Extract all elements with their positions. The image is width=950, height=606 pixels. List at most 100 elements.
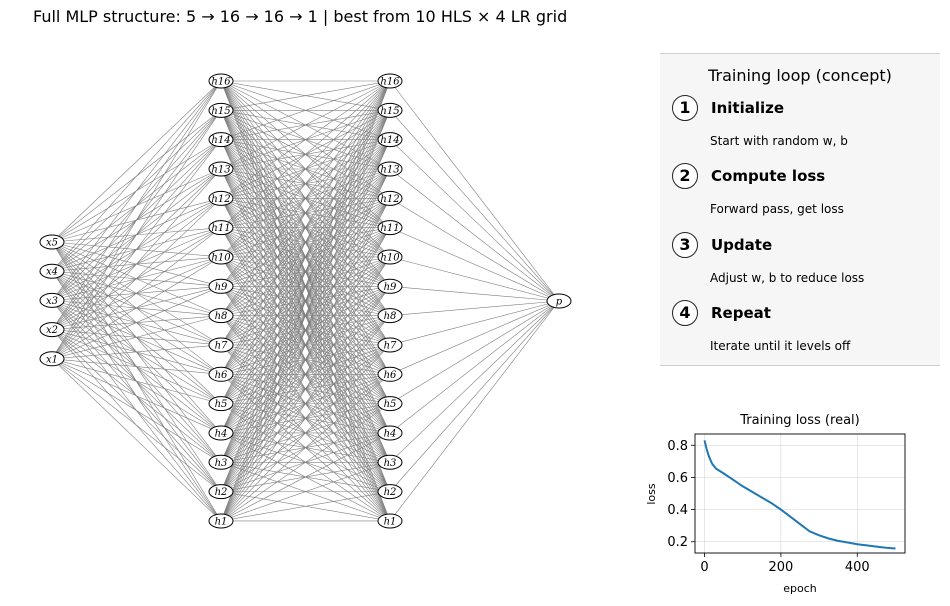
node-circle (546, 293, 572, 309)
node-circle (377, 308, 403, 324)
network-edge (220, 80, 391, 346)
node-label: h8 (384, 311, 397, 322)
network-node: h12 (208, 190, 234, 206)
step-compute-loss: 2 Compute loss Forward pass, get loss (660, 163, 940, 231)
network-node: h8 (208, 308, 234, 324)
node-label: p (556, 297, 563, 308)
network-nodes: x5 x4 x3 x2 x1 h16 h15 h14 h13 h12 h11 h10 h9 h8 h7 h6 h… (39, 73, 572, 529)
network-edge (51, 227, 222, 360)
node-label: h6 (384, 370, 397, 381)
network-edge (389, 110, 560, 302)
y-tick-label: 0.6 (667, 471, 688, 486)
node-circle (377, 102, 403, 118)
node-label: h2 (215, 487, 228, 498)
node-circle (377, 278, 403, 294)
network-node: h4 (377, 425, 403, 441)
node-label: h12 (211, 194, 230, 205)
network-node: h14 (377, 132, 403, 148)
step-initialize: 1 Initialize Start with random w, b (660, 95, 940, 163)
chart-gridlines (695, 434, 905, 553)
network-edge (51, 110, 222, 359)
network-edge (220, 80, 391, 316)
network-node: h6 (208, 366, 234, 382)
network-edge (220, 80, 391, 170)
node-label: h14 (380, 135, 399, 146)
step-number-badge: 1 (672, 95, 698, 121)
x-tick-label: 200 (768, 560, 793, 575)
network-edge (51, 358, 222, 463)
node-label: h6 (215, 370, 228, 381)
node-label: h4 (384, 428, 397, 439)
figure-title: Full MLP structure: 5 → 16 → 16 → 1 | be… (33, 7, 568, 26)
network-node: h10 (208, 249, 234, 265)
node-circle (39, 263, 65, 279)
network-edge (389, 300, 560, 434)
network-node: x2 (39, 322, 65, 338)
node-label: h7 (215, 340, 228, 351)
node-circle (377, 161, 403, 177)
node-circle (208, 132, 234, 148)
node-circle (377, 132, 403, 148)
network-edge (220, 403, 391, 522)
node-circle (39, 292, 65, 308)
network-edge (389, 300, 560, 463)
node-label: h7 (384, 340, 397, 351)
network-edge (220, 80, 391, 258)
network-edge (51, 358, 222, 434)
network-node: h4 (208, 425, 234, 441)
network-node: h1 (377, 513, 403, 529)
network-edge (389, 300, 560, 522)
node-label: h8 (215, 311, 228, 322)
network-edge (51, 80, 222, 243)
node-circle (208, 249, 234, 265)
step-description: Iterate until it levels off (710, 339, 851, 353)
network-edge (220, 80, 391, 111)
node-label: h2 (384, 487, 397, 498)
step-repeat: 4 Repeat Iterate until it levels off (660, 300, 940, 368)
node-circle (208, 513, 234, 529)
node-circle (377, 337, 403, 353)
node-circle (208, 73, 234, 89)
network-node: x5 (39, 234, 65, 250)
network-edge (51, 80, 222, 359)
node-circle (208, 484, 234, 500)
x-tick-label: 0 (700, 560, 708, 575)
network-edge (389, 256, 560, 302)
network-edge (51, 358, 222, 492)
node-circle (208, 308, 234, 324)
network-node: x1 (39, 351, 65, 367)
loss-chart-title: Training loss (real) (740, 413, 860, 428)
network-edge (220, 139, 391, 522)
y-axis-label: loss (645, 483, 658, 505)
network-node: h11 (208, 220, 234, 236)
node-label: h16 (380, 77, 400, 88)
node-label: h3 (384, 458, 397, 469)
loss-series-line (703, 440, 896, 550)
network-node: h9 (377, 278, 403, 294)
node-circle (208, 220, 234, 236)
network-node: h10 (377, 249, 403, 265)
network-node: p (546, 293, 572, 309)
network-node: h6 (377, 366, 403, 382)
network-node: h5 (208, 396, 234, 412)
network-node: h5 (377, 396, 403, 412)
network-edge (220, 110, 391, 522)
network-edge (389, 198, 560, 302)
node-circle (377, 396, 403, 412)
node-circle (377, 425, 403, 441)
network-node: h12 (377, 190, 403, 206)
network-edge (220, 286, 391, 522)
node-label: h16 (211, 77, 231, 88)
node-circle (208, 425, 234, 441)
network-node: h2 (208, 484, 234, 500)
node-circle (39, 322, 65, 338)
node-label: x3 (46, 296, 58, 307)
network-edge (389, 227, 560, 302)
node-label: h9 (384, 282, 397, 293)
network-edge (51, 256, 222, 360)
network-edge (389, 300, 560, 375)
network-node: h1 (208, 513, 234, 529)
network-edge (389, 300, 560, 346)
node-circle (377, 484, 403, 500)
node-label: x1 (46, 354, 58, 365)
